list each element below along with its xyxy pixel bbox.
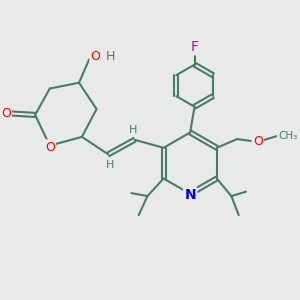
Text: F: F (190, 40, 199, 54)
Text: H: H (129, 124, 137, 134)
Text: O: O (45, 141, 55, 154)
Text: O: O (91, 50, 100, 63)
Text: N: N (184, 188, 196, 202)
Text: H: H (106, 160, 114, 170)
Text: O: O (1, 107, 11, 120)
Text: H: H (105, 50, 115, 63)
Text: CH₃: CH₃ (278, 131, 298, 141)
Text: O: O (253, 136, 262, 148)
